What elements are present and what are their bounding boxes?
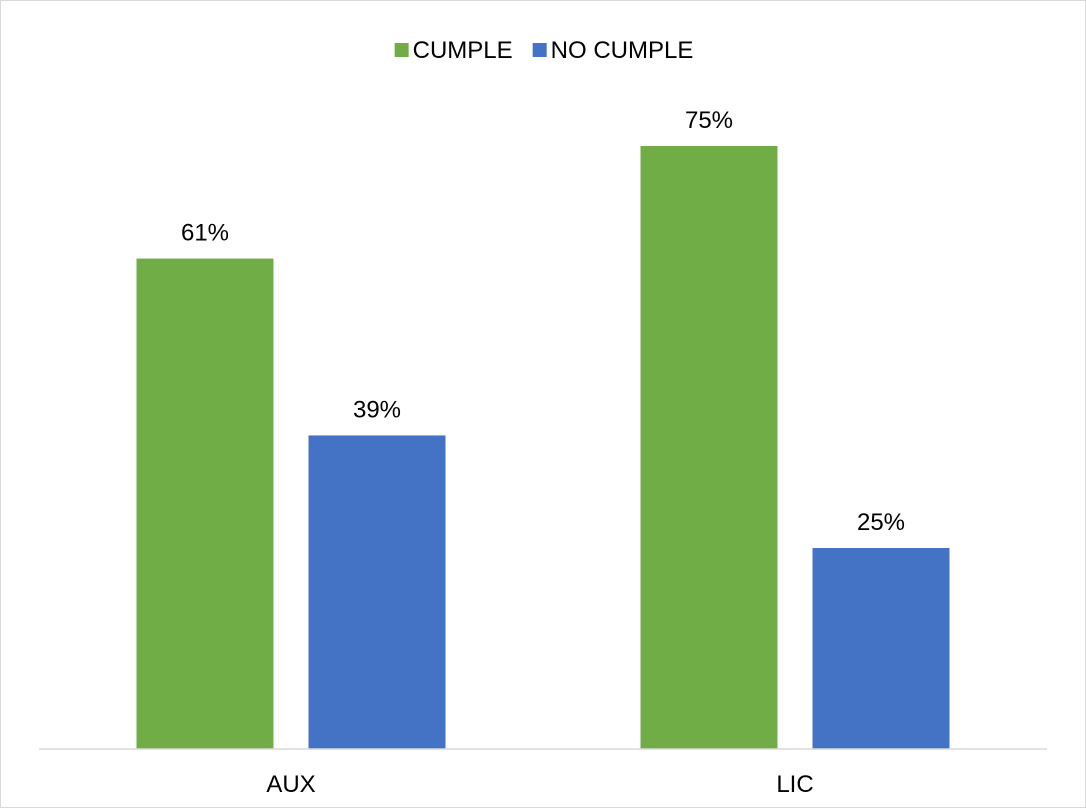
x-tick-label-lic: LIC [776,771,813,798]
legend-item-cumple: CUMPLE [394,37,513,64]
bars-group [136,146,950,749]
legend-item-no-cumple: NO CUMPLE [532,37,694,64]
legend-label-cumple: CUMPLE [413,37,513,64]
data-labels-group: 61% 39% 75% 25% [181,107,905,536]
legend-label-no-cumple: NO CUMPLE [551,37,694,64]
bar-cumple-lic [640,146,778,749]
legend-swatch-no-cumple [532,43,547,57]
x-tick-labels-group: AUX LIC [266,771,813,798]
bar-cumple-aux [136,258,274,749]
legend: CUMPLE NO CUMPLE [394,37,694,64]
x-tick-label-aux: AUX [266,771,315,798]
data-label-cumple-lic: 75% [685,107,733,134]
data-label-no-cumple-aux: 39% [353,396,401,423]
bar-no-cumple-lic [812,548,950,749]
data-label-no-cumple-lic: 25% [857,509,905,536]
legend-swatch-cumple [394,43,409,57]
bar-no-cumple-aux [308,435,446,749]
data-label-cumple-aux: 61% [181,220,229,247]
